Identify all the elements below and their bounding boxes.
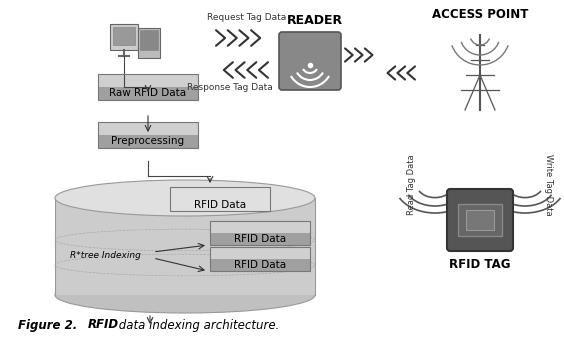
Text: RFID Data: RFID Data: [234, 234, 286, 244]
Bar: [466, 210, 494, 230]
Text: RFID Data: RFID Data: [234, 260, 286, 270]
Text: ACCESS POINT: ACCESS POINT: [432, 9, 528, 22]
Bar: [170, 187, 270, 199]
Bar: [210, 247, 310, 271]
Bar: [210, 233, 310, 245]
Bar: [110, 24, 138, 50]
Text: Preprocessing: Preprocessing: [112, 137, 184, 146]
Bar: [98, 135, 198, 148]
Text: RFID Data: RFID Data: [194, 200, 246, 210]
Bar: [55, 198, 315, 295]
Bar: [140, 30, 158, 50]
Text: Raw RFID Data: Raw RFID Data: [109, 88, 187, 98]
Bar: [98, 122, 198, 148]
Bar: [138, 28, 160, 58]
Text: Figure 2.: Figure 2.: [18, 319, 81, 331]
Bar: [98, 87, 198, 100]
FancyBboxPatch shape: [447, 189, 513, 251]
Bar: [210, 221, 310, 245]
FancyBboxPatch shape: [279, 32, 341, 90]
Bar: [170, 199, 270, 211]
Text: Request Tag Data: Request Tag Data: [208, 13, 287, 23]
Bar: [458, 204, 502, 236]
Bar: [98, 122, 198, 135]
Text: Response Tag Data: Response Tag Data: [187, 83, 273, 93]
Bar: [98, 74, 198, 100]
Bar: [210, 221, 310, 233]
Bar: [113, 27, 135, 45]
Text: READER: READER: [287, 13, 343, 26]
Ellipse shape: [55, 180, 315, 216]
Text: RFID: RFID: [88, 319, 119, 331]
Text: Write Tag Data: Write Tag Data: [544, 154, 553, 216]
Text: data indexing architecture.: data indexing architecture.: [115, 319, 279, 331]
Text: RFID TAG: RFID TAG: [450, 259, 511, 272]
Ellipse shape: [55, 277, 315, 313]
Text: Read Tag Data: Read Tag Data: [408, 155, 416, 215]
Bar: [210, 259, 310, 271]
Text: R*tree Indexing: R*tree Indexing: [69, 250, 140, 260]
Bar: [170, 187, 270, 211]
Bar: [98, 74, 198, 87]
Bar: [210, 247, 310, 259]
